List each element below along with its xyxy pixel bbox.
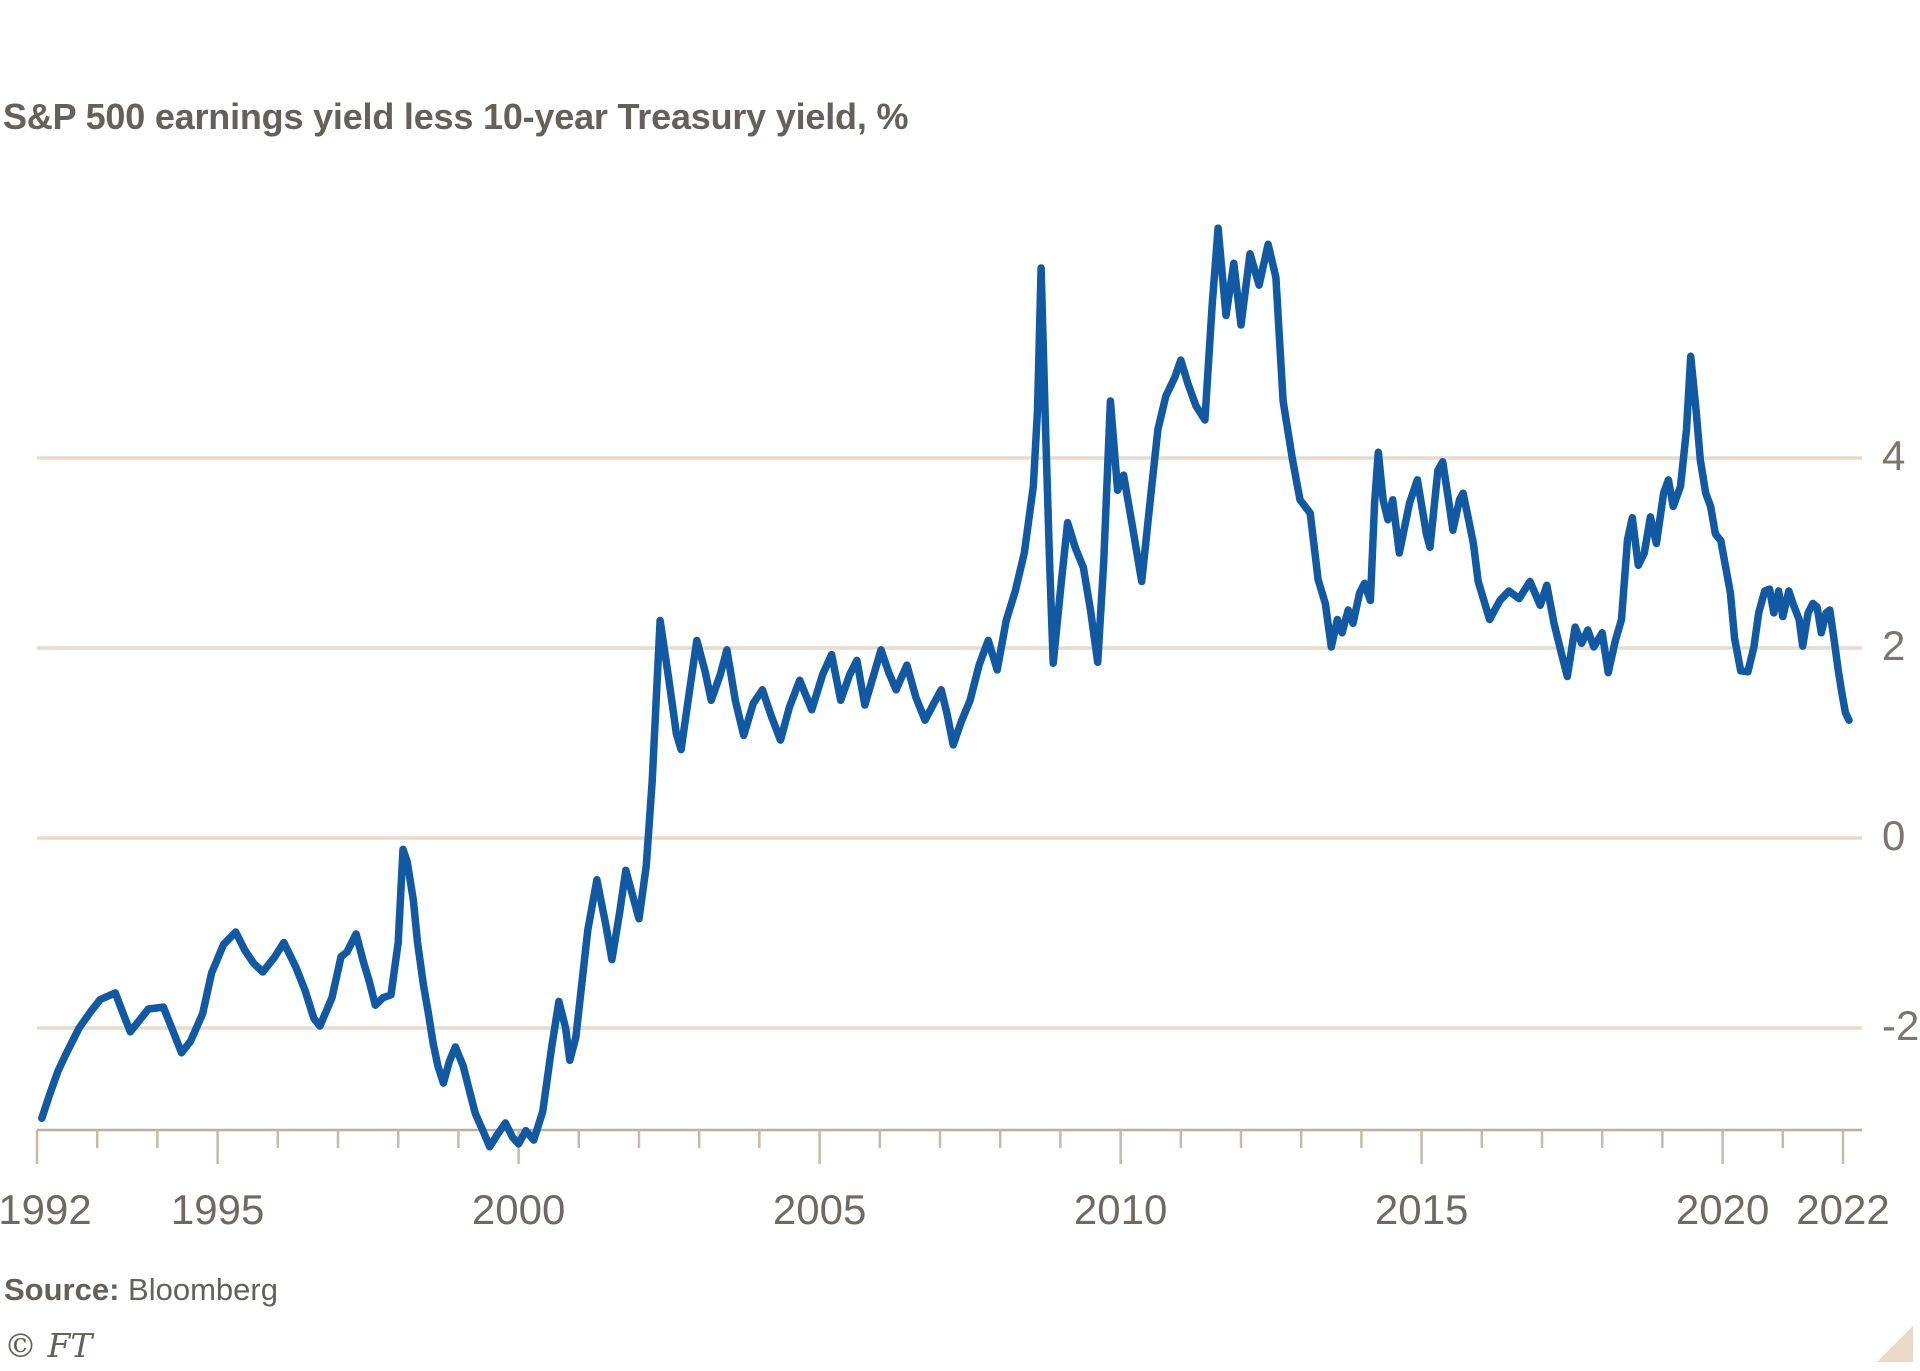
x-tick-label: 2010: [1073, 1186, 1168, 1233]
y-tick-label: 4: [1882, 432, 1906, 480]
y-tick-label: 0: [1882, 812, 1906, 860]
source-attribution: Source: Bloomberg: [4, 1272, 278, 1308]
x-axis: [35, 1128, 1862, 1164]
x-tick-label: 2020: [1675, 1186, 1770, 1233]
x-tick-label: 2015: [1374, 1186, 1469, 1233]
y-tick-label: -2: [1882, 1002, 1920, 1050]
source-name: Bloomberg: [128, 1272, 278, 1307]
x-tick-label: 1992: [0, 1186, 92, 1233]
x-tick-label: 2005: [772, 1186, 867, 1233]
source-prefix: Source:: [4, 1272, 120, 1307]
ft-copyright: © FT: [4, 1326, 93, 1365]
ft-corner-triangle-icon: [1877, 1326, 1913, 1362]
chart-title: S&P 500 earnings yield less 10-year Trea…: [3, 96, 909, 137]
y-tick-label: 2: [1882, 622, 1906, 670]
data-line: [38, 224, 1853, 1151]
x-tick-label: 1995: [170, 1186, 265, 1233]
horizontal-gridlines: [37, 456, 1862, 1030]
x-tick-label: 2022: [1796, 1186, 1890, 1233]
x-tick-label: 2000: [471, 1186, 566, 1233]
